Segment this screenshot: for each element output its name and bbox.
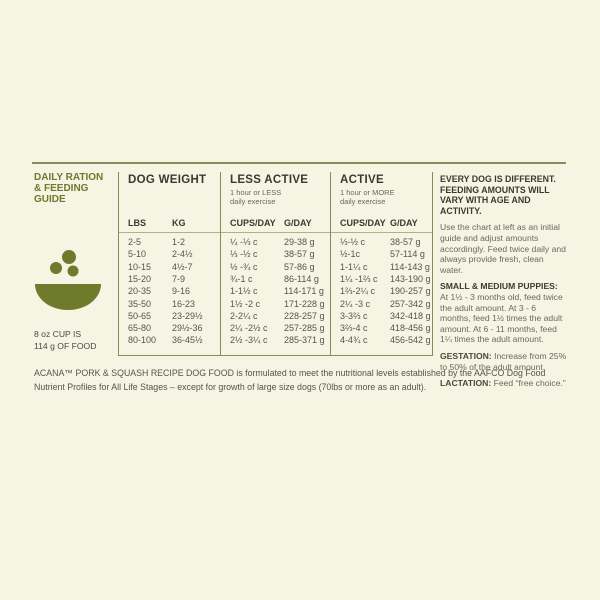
table-cell: 9-16: [172, 286, 191, 297]
table-cell: ½ -¾ c: [230, 261, 258, 272]
table-cell: 3-3⅔ c: [340, 310, 368, 321]
group-subtitle: 1 hour or LESS daily exercise: [230, 188, 281, 206]
table-cell: 16-23: [172, 298, 196, 309]
table-cell: 29-38 g: [284, 237, 315, 247]
title-line: GUIDE: [34, 194, 66, 205]
divider: [432, 172, 433, 356]
table-cell: 1-1½ c: [230, 286, 258, 297]
table-cell: 285-371 g: [284, 335, 325, 346]
table-cell: 29½-36: [172, 323, 203, 334]
bowl-icon: [35, 250, 101, 310]
table-cell: 2-2¼ c: [230, 310, 258, 321]
group-title: LESS ACTIVE: [230, 174, 309, 186]
table-cell: 4½-7: [172, 261, 193, 272]
table-cell: ⅓-½ c: [340, 237, 366, 247]
divider: [118, 172, 119, 356]
divider: [220, 172, 221, 356]
table-cell: ¼ -⅓ c: [230, 237, 258, 247]
table-cell: 456-542 g: [390, 335, 431, 346]
column-header: KG: [172, 218, 186, 228]
table-cell: 50-65: [128, 310, 152, 321]
subtitle-line: daily exercise: [230, 197, 276, 206]
table-cell: 257-285 g: [284, 323, 325, 334]
notes-text: Increase from 25% to 50% of the adult am…: [440, 350, 567, 372]
notes-text: Feed “free choice.”: [493, 378, 566, 389]
table-cell: 2¼ -2½ c: [230, 323, 268, 334]
group-subtitle: 1 hour or MORE daily exercise: [340, 188, 395, 206]
table-cell: 114-143 g: [390, 261, 430, 272]
notes-heading: EVERY DOG IS DIFFERENT. FEEDING AMOUNTS …: [440, 174, 556, 216]
notes-item: LACTATION: Feed “free choice.”: [440, 378, 568, 389]
table-cell: ¾-1 c: [230, 273, 253, 284]
table-cell: 1-2: [172, 237, 186, 247]
guide-title: DAILY RATION & FEEDING GUIDE: [34, 172, 103, 205]
subtitle-line: 1 hour or MORE: [340, 188, 395, 197]
column-header: CUPS/DAY: [340, 218, 386, 228]
table-cell: 190-257 g: [390, 286, 431, 297]
notes-text: Use the chart at left as an initial guid…: [440, 222, 566, 275]
table-cell: 10-15: [128, 261, 152, 272]
table-cell: 171-228 g: [284, 298, 325, 309]
table-cell: 20-35: [128, 286, 152, 297]
footer-text: ACANA™ PORK & SQUASH RECIPE DOG FOOD is …: [34, 368, 546, 392]
notes-heading: SMALL & MEDIUM PUPPIES:: [440, 281, 558, 292]
top-rule: [32, 162, 566, 164]
table-cell: 36-45½: [172, 335, 203, 346]
subtitle-line: 1 hour or LESS: [230, 188, 282, 197]
divider: [330, 172, 331, 356]
table-cell: 57-114 g: [390, 249, 425, 260]
table-cell: ⅓ -½ c: [230, 249, 258, 260]
table-cell: 86-114 g: [284, 273, 319, 284]
cup-note: 8 oz CUP IS 114 g OF FOOD: [34, 328, 96, 352]
table-cell: 114-171 g: [284, 286, 324, 297]
title-line: DAILY RATION: [34, 172, 104, 183]
header-rule: [118, 232, 432, 233]
cup-note-line: 8 oz CUP IS: [34, 329, 82, 339]
table-cell: 80-100: [128, 335, 157, 346]
column-header: G/DAY: [284, 218, 312, 228]
notes-item: GESTATION: Increase from 25% to 50% of t…: [440, 351, 568, 372]
title-line: & FEEDING: [34, 183, 89, 194]
cup-note-line: 114 g OF FOOD: [34, 341, 97, 351]
column-header: LBS: [128, 218, 146, 228]
table-cell: 15-20: [128, 273, 152, 284]
group-title: ACTIVE: [340, 174, 384, 186]
table-cell: 2-4½: [172, 249, 193, 260]
notes-label: LACTATION:: [440, 378, 492, 389]
notes-label: GESTATION:: [440, 350, 492, 361]
notes-text: At 1½ - 3 months old, feed twice the adu…: [440, 291, 563, 345]
table-cell: 257-342 g: [390, 298, 431, 309]
table-cell: 2½ -3¼ c: [230, 335, 268, 346]
table-cell: 57-86 g: [284, 261, 315, 272]
table-cell: 342-418 g: [390, 310, 431, 321]
table-cell: 38-57 g: [390, 237, 421, 247]
table-cell: 1¼ -1⅔ c: [340, 273, 378, 284]
table-cell: 418-456 g: [390, 323, 431, 334]
table-cell: 23-29½: [172, 310, 203, 321]
table-cell: 5-10: [128, 249, 147, 260]
table-cell: 65-80: [128, 323, 152, 334]
table-cell: 228-257 g: [284, 310, 325, 321]
table-cell: 1-1¼ c: [340, 261, 368, 272]
table-cell: ½-1c: [340, 249, 361, 260]
table-cell: 143-190 g: [390, 273, 431, 284]
table-cell: 2¼ -3 c: [340, 298, 371, 309]
table-cell: 4-4¾ c: [340, 335, 368, 346]
subtitle-line: daily exercise: [340, 197, 386, 206]
notes: EVERY DOG IS DIFFERENT. FEEDING AMOUNTS …: [440, 174, 568, 389]
table-cell: 35-50: [128, 298, 152, 309]
group-title: DOG WEIGHT: [128, 174, 207, 186]
bottom-rule: [118, 355, 432, 356]
column-header: CUPS/DAY: [230, 218, 276, 228]
table-cell: 3⅔-4 c: [340, 323, 368, 334]
column-header: G/DAY: [390, 218, 418, 228]
table-cell: 38-57 g: [284, 249, 315, 260]
table-cell: 1⅔-2¼ c: [340, 286, 376, 297]
table-cell: 2-5: [128, 237, 142, 247]
table-cell: 7-9: [172, 273, 186, 284]
table-cell: 1½ -2 c: [230, 298, 261, 309]
